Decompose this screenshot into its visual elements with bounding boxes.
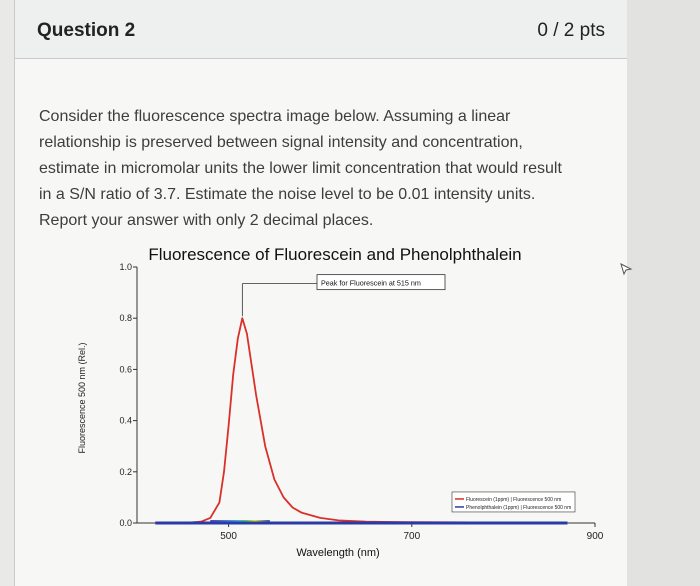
chart-svg: Fluorescence of Fluorescein and Phenolph… xyxy=(77,245,604,559)
x-tick-label: 900 xyxy=(587,531,604,542)
question-points: 0 / 2 pts xyxy=(537,20,605,41)
legend-entry: Fluorescein (1ppm) | Fluorescence 500 nm xyxy=(466,497,561,503)
legend-box xyxy=(451,491,576,513)
x-tick-label: 700 xyxy=(403,531,420,542)
x-axis-label: Wavelength (nm) xyxy=(296,547,379,559)
legend-entry: Phenolphthalein (1ppm) | Fluorescence 50… xyxy=(466,505,571,511)
question-header: Question 2 0 / 2 pts xyxy=(15,0,627,59)
y-axis-label: Fluorescence 500 nm (Rel.) xyxy=(77,342,87,453)
fluorescein-series-line xyxy=(155,317,568,524)
annotation-box xyxy=(316,274,446,291)
y-tick-label: 0.8 xyxy=(119,313,132,323)
peak-annotation: Peak for Fluorescein at 515 nm xyxy=(321,279,421,288)
mouse-cursor-icon xyxy=(620,263,633,276)
y-tick-label: 0.4 xyxy=(119,416,132,426)
y-tick-label: 0.6 xyxy=(119,364,132,374)
question-line: relationship is preserved between signal… xyxy=(39,134,523,151)
chart-title: Fluorescence of Fluorescein and Phenolph… xyxy=(148,245,521,264)
question-line: estimate in micromolar units the lower l… xyxy=(39,160,562,177)
page-gutter xyxy=(627,0,700,586)
x-tick-label: 500 xyxy=(220,531,237,542)
question-line: Report your answer with only 2 decimal p… xyxy=(39,212,374,229)
question-line: Consider the fluorescence spectra image … xyxy=(39,108,511,125)
question-line: in a S/N ratio of 3.7. Estimate the nois… xyxy=(39,186,536,203)
y-tick-label: 1.0 xyxy=(119,262,132,272)
question-text: Consider the fluorescence spectra image … xyxy=(39,104,599,234)
question-card: Question 2 0 / 2 pts Consider the fluore… xyxy=(14,0,628,586)
y-tick-label: 0.0 xyxy=(119,518,132,528)
question-title: Question 2 xyxy=(37,20,136,41)
y-tick-label: 0.2 xyxy=(119,467,132,477)
fluorescence-chart: Fluorescence of Fluorescein and Phenolph… xyxy=(15,240,627,580)
